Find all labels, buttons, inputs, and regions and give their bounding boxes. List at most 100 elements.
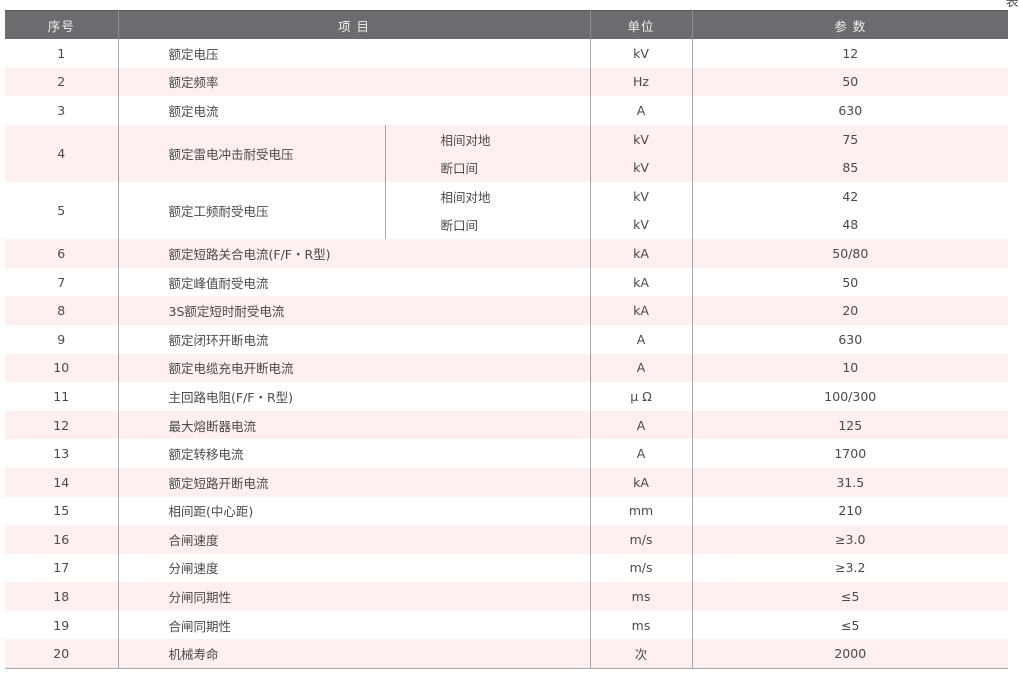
value-cell: 1700	[691, 439, 1009, 468]
row-number: 13	[53, 446, 70, 462]
unit-cell: m/s	[589, 553, 693, 583]
unit-cell: A	[589, 96, 693, 125]
row-number: 6	[5, 239, 118, 268]
item-name: 额定转移电流	[117, 439, 591, 468]
header-row: 序号 项 目 单位 参 数	[5, 10, 1009, 39]
item-name: 额定工频耐受电压	[117, 181, 385, 240]
item-name: 分闸速度	[117, 553, 591, 583]
value-cell: ≥3.0	[691, 525, 1009, 554]
table-row: 18 分闸同期性 ms ≤5	[5, 582, 1009, 611]
row-number: 16	[5, 525, 118, 554]
unit-cell: kV	[589, 124, 693, 154]
row-number: 18	[5, 582, 118, 611]
value-cell: 630	[691, 324, 1009, 354]
row-number: 1	[57, 45, 66, 61]
item-name: 相间距(中心距)	[117, 496, 591, 526]
value-cell: ≤5	[691, 610, 1009, 640]
value-cell: 31.5	[691, 467, 1009, 497]
item-name: 分闸同期性	[117, 582, 591, 611]
sub-item-name: 断口间	[384, 153, 591, 182]
table-row: 16 合闸速度 m/s ≥3.0	[5, 525, 1009, 554]
unit-cell: kA	[589, 296, 693, 325]
unit-cell: m/s	[589, 525, 693, 554]
unit-cell: Hz	[589, 67, 693, 97]
table-row: 断口间 kV 48	[5, 210, 1009, 240]
row-number: 4	[5, 124, 118, 182]
item-name: 合闸速度	[117, 525, 591, 554]
sub-item-name: 相间对地	[384, 181, 591, 211]
sub-item-name: 相间对地	[384, 124, 591, 154]
row-number: 11	[53, 388, 70, 404]
unit-cell: kA	[589, 267, 693, 297]
value-cell: 48	[691, 210, 1009, 240]
table-row: 断口间 kV 85	[5, 153, 1009, 182]
item-name: 额定电压	[117, 39, 591, 68]
item-name: 额定短路开断电流	[117, 467, 591, 497]
row-number: 10	[5, 353, 118, 383]
value-cell: 10	[691, 353, 1009, 383]
item-name: 主回路电阻(F/F・R型)	[117, 382, 591, 411]
row-number: 8	[5, 296, 118, 325]
header-item: 项 目	[117, 10, 591, 39]
table-row: 6 额定短路关合电流(F/F・R型) kA 50/80	[5, 239, 1009, 268]
item-name: 额定频率	[117, 67, 591, 97]
spec-table: 序号 项 目 单位 参 数 1 额定电压 kV 12 2 额定频率 Hz 50 3 额定电流 A 63…	[5, 10, 1009, 670]
unit-cell: kA	[589, 239, 693, 268]
unit-cell: kA	[589, 467, 693, 497]
unit-cell: kV	[589, 181, 693, 211]
item-name: 额定电流	[117, 96, 591, 125]
value-cell: 50	[691, 67, 1009, 97]
value-cell: 125	[691, 410, 1009, 440]
table-row: 5 额定工频耐受电压 相间对地 kV 42	[5, 181, 1009, 240]
table-row: 2 额定频率 Hz 50	[5, 67, 1009, 97]
row-number: 2	[5, 67, 118, 97]
value-cell: 630	[691, 96, 1009, 125]
table-row: 11 主回路电阻(F/F・R型) μ Ω 100/300	[5, 382, 1009, 411]
row-number: 3	[57, 102, 66, 118]
item-name: 合闸同期性	[117, 610, 591, 640]
item-name: 额定电缆充电开断电流	[117, 353, 591, 383]
table-row: 12 最大熔断器电流 A 125	[5, 410, 1009, 440]
row-number: 15	[53, 503, 70, 519]
row-number: 20	[5, 639, 118, 670]
item-name: 机械寿命	[117, 639, 591, 670]
row-number: 7	[57, 274, 66, 290]
item-name: 额定短路关合电流(F/F・R型)	[117, 239, 591, 268]
table-row: 8 3S额定短时耐受电流 kA 20	[5, 296, 1009, 325]
table-row: 10 额定电缆充电开断电流 A 10	[5, 353, 1009, 383]
value-cell: 210	[691, 496, 1009, 526]
unit-cell: kV	[589, 153, 693, 182]
table-row: 14 额定短路开断电流 kA 31.5	[5, 467, 1009, 497]
value-cell: 75	[691, 124, 1009, 154]
unit-cell: 次	[589, 639, 693, 670]
table-row: 1 额定电压 kV 12	[5, 39, 1009, 68]
row-number: 17	[53, 560, 70, 576]
unit-cell: A	[589, 439, 693, 468]
table-caption: 表1	[1005, 0, 1019, 10]
sub-item-name: 断口间	[384, 210, 591, 240]
header-value: 参 数	[691, 10, 1009, 39]
value-cell: 50/80	[691, 239, 1009, 268]
row-number: 5	[57, 203, 66, 219]
value-cell: 50	[691, 267, 1009, 297]
unit-cell: A	[589, 353, 693, 383]
table-row: 17 分闸速度 m/s ≥3.2	[5, 553, 1009, 583]
value-cell: 85	[691, 153, 1009, 182]
value-cell: 2000	[691, 639, 1009, 670]
item-name: 最大熔断器电流	[117, 410, 591, 440]
table-row: 7 额定峰值耐受电流 kA 50	[5, 267, 1009, 297]
item-name: 额定雷电冲击耐受电压	[117, 124, 385, 182]
unit-cell: ms	[589, 582, 693, 611]
header-unit: 单位	[589, 10, 693, 39]
row-number: 19	[53, 617, 70, 633]
unit-cell: ms	[589, 610, 693, 640]
item-name: 3S额定短时耐受电流	[117, 296, 591, 325]
value-cell: 100/300	[691, 382, 1009, 411]
table-row: 9 额定闭环开断电流 A 630	[5, 324, 1009, 354]
unit-cell: mm	[589, 496, 693, 526]
table-row: 3 额定电流 A 630	[5, 96, 1009, 125]
unit-cell: A	[589, 324, 693, 354]
row-number: 14	[5, 467, 118, 497]
table-row: 13 额定转移电流 A 1700	[5, 439, 1009, 468]
item-name: 额定闭环开断电流	[117, 324, 591, 354]
